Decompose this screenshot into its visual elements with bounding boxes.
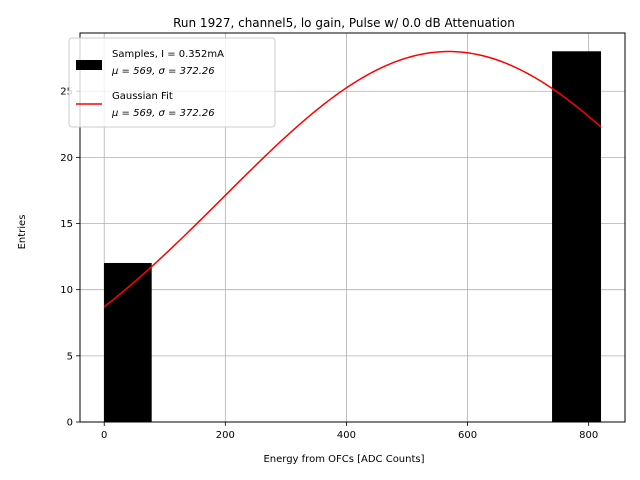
x-tick-label: 800 — [579, 430, 598, 441]
y-tick-label: 0 — [67, 418, 73, 429]
y-axis-title: Entries — [17, 215, 28, 250]
gaussian-fit-line — [103, 50, 602, 308]
legend-box — [68, 37, 276, 128]
grid — [80, 33, 625, 423]
y-tick-label: 15 — [60, 219, 73, 230]
y-tick-label: 25 — [60, 87, 73, 98]
legend-fit-label: Gaussian Fit — [112, 91, 173, 102]
x-tick-label: 400 — [337, 430, 356, 441]
histogram-bar — [103, 262, 152, 423]
legend-samples-swatch — [76, 60, 102, 70]
legend: Samples, I = 0.352mA μ = 569, σ = 372.26… — [68, 37, 276, 128]
histogram-bar — [552, 51, 602, 423]
x-tick-label: 600 — [458, 430, 477, 441]
legend-fit-stats: μ = 569, σ = 372.26 — [111, 108, 215, 119]
histogram-bars — [103, 51, 602, 423]
y-tick-label: 5 — [67, 351, 73, 362]
x-tick-label: 200 — [216, 430, 235, 441]
legend-samples-stats: μ = 569, σ = 372.26 — [111, 66, 215, 77]
y-tick-label: 10 — [60, 285, 73, 296]
chart-title: Run 1927, channel5, lo gain, Pulse w/ 0.… — [173, 16, 515, 30]
legend-samples-label: Samples, I = 0.352mA — [112, 49, 224, 60]
y-tick-label: 20 — [60, 153, 73, 164]
axis-ticks: 0 200 400 600 800 0 5 10 15 20 25 — [60, 87, 598, 441]
fit-curve-layer — [103, 50, 602, 308]
x-tick-label: 0 — [101, 430, 107, 441]
x-axis-title: Energy from OFCs [ADC Counts] — [263, 454, 424, 465]
plot-frame — [79, 32, 626, 423]
